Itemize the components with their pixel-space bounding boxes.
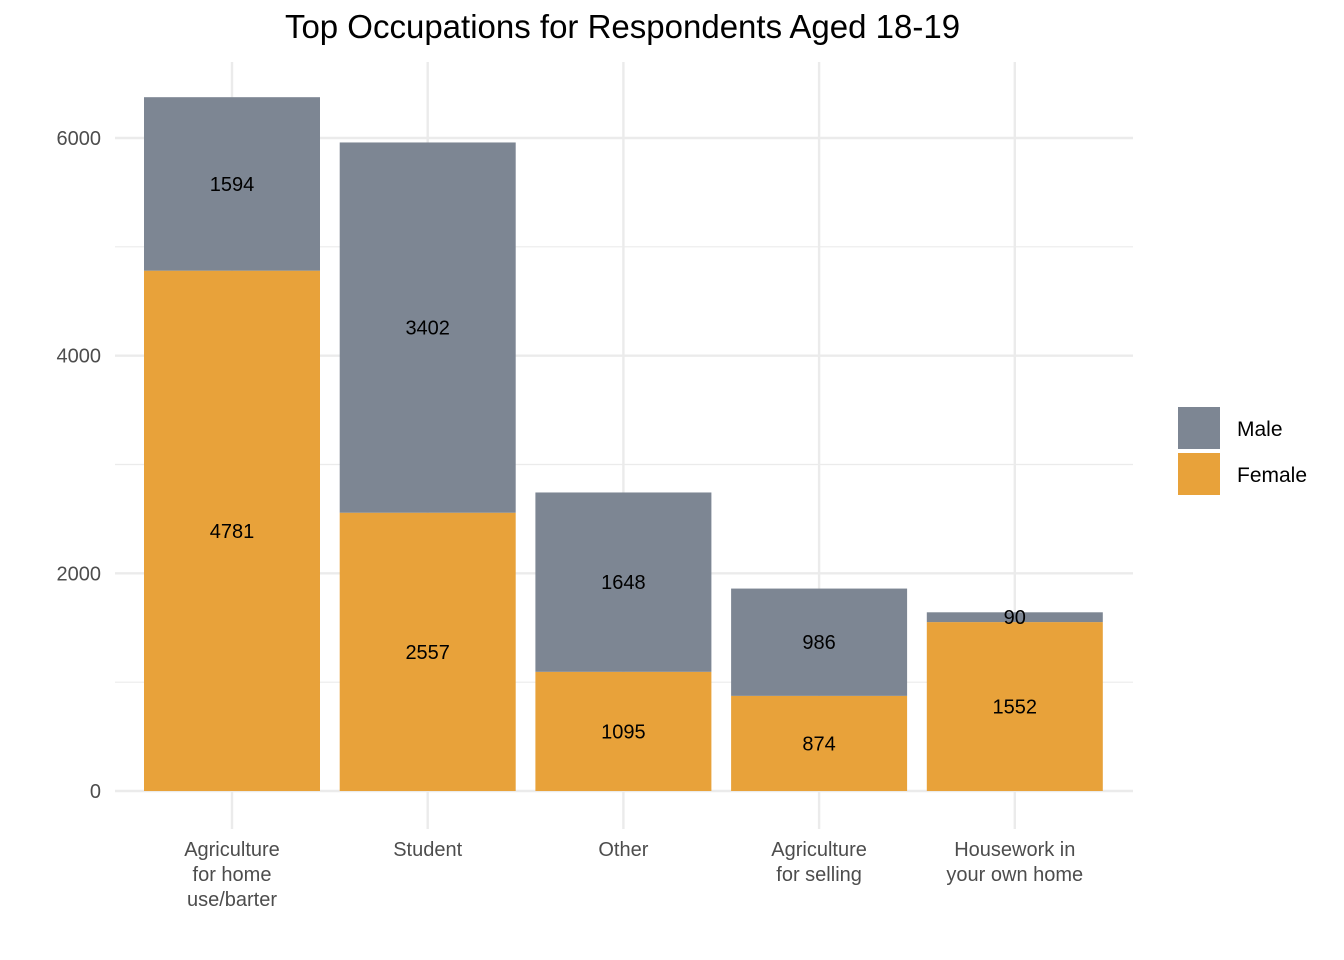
- y-tick-label: 4000: [57, 346, 102, 368]
- data-label-male: 3402: [405, 318, 450, 340]
- bar-female: [731, 695, 908, 791]
- data-label-female: 2557: [405, 642, 450, 664]
- x-tick-label-line: Student: [393, 839, 462, 861]
- x-tick-label-line: Housework in: [954, 839, 1075, 861]
- data-label-female: 4781: [210, 521, 255, 543]
- legend-key-female: [1178, 453, 1220, 495]
- data-label-female: 1095: [601, 721, 646, 743]
- data-label-male: 90: [1004, 607, 1026, 629]
- x-tick-label-line: use/barter: [187, 889, 277, 911]
- chart-title: Top Occupations for Respondents Aged 18-…: [284, 8, 961, 45]
- legend-key-male: [1178, 407, 1220, 449]
- legend-label-female: Female: [1237, 464, 1307, 487]
- bar-male: [926, 612, 1103, 623]
- data-label-male: 1648: [601, 572, 646, 594]
- legend-label-male: Male: [1237, 418, 1283, 441]
- axis-labels: 0 2000 4000 6000 Agriculture for home use/bart…: [57, 128, 1084, 911]
- x-tick-label: Agriculture for home use/barter: [184, 839, 280, 911]
- x-tick-label-line: Agriculture: [771, 839, 867, 861]
- bar-male: [144, 97, 320, 271]
- bar-female: [144, 270, 320, 791]
- x-tick-label: Student: [393, 839, 462, 861]
- y-tick-label: 0: [90, 781, 101, 803]
- data-label-female: 1552: [993, 697, 1038, 719]
- bar-male: [339, 142, 516, 513]
- x-tick-label-line: for selling: [776, 864, 862, 886]
- bars: [144, 97, 1103, 791]
- y-tick-label: 6000: [57, 128, 102, 150]
- data-label-male: 1594: [210, 174, 255, 196]
- x-tick-label: Other: [598, 839, 648, 861]
- bar-male: [731, 588, 908, 696]
- bar-female: [926, 622, 1103, 791]
- data-labels: 4781 1594 2557 3402 1095 1648 874 986 1552 90: [210, 174, 1037, 756]
- x-tick-label-line: for home: [193, 864, 272, 886]
- x-tick-label: Housework in your own home: [946, 839, 1083, 886]
- bar-female: [535, 671, 712, 791]
- bar-male: [535, 492, 712, 672]
- x-tick-label-line: Other: [598, 839, 648, 861]
- x-tick-label: Agriculture for selling: [771, 839, 867, 886]
- data-label-female: 874: [802, 733, 835, 755]
- y-tick-label: 2000: [57, 563, 102, 585]
- bar-female: [339, 512, 516, 791]
- data-label-male: 986: [802, 632, 835, 654]
- legend: Male Female: [1178, 407, 1307, 495]
- x-tick-label-line: your own home: [946, 864, 1083, 886]
- x-tick-label-line: Agriculture: [184, 839, 280, 861]
